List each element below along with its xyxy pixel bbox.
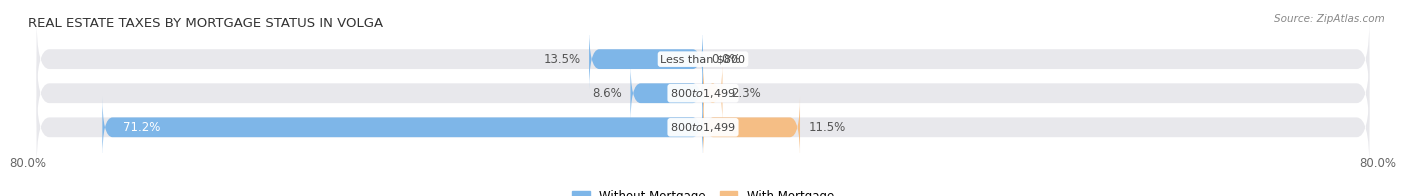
Text: 8.6%: 8.6%: [592, 87, 621, 100]
FancyBboxPatch shape: [103, 96, 703, 158]
Text: 71.2%: 71.2%: [124, 121, 160, 134]
Text: 2.3%: 2.3%: [731, 87, 761, 100]
Text: $800 to $1,499: $800 to $1,499: [671, 87, 735, 100]
FancyBboxPatch shape: [703, 62, 723, 124]
Text: Less than $800: Less than $800: [661, 54, 745, 64]
FancyBboxPatch shape: [630, 62, 703, 124]
FancyBboxPatch shape: [37, 52, 1369, 134]
Text: 11.5%: 11.5%: [808, 121, 845, 134]
Text: Source: ZipAtlas.com: Source: ZipAtlas.com: [1274, 14, 1385, 24]
Text: $800 to $1,499: $800 to $1,499: [671, 121, 735, 134]
Text: 13.5%: 13.5%: [544, 53, 581, 66]
FancyBboxPatch shape: [589, 28, 703, 90]
FancyBboxPatch shape: [37, 18, 1369, 100]
Legend: Without Mortgage, With Mortgage: Without Mortgage, With Mortgage: [567, 186, 839, 196]
FancyBboxPatch shape: [703, 96, 800, 158]
Text: 0.0%: 0.0%: [711, 53, 741, 66]
Text: REAL ESTATE TAXES BY MORTGAGE STATUS IN VOLGA: REAL ESTATE TAXES BY MORTGAGE STATUS IN …: [28, 17, 384, 30]
FancyBboxPatch shape: [37, 86, 1369, 169]
